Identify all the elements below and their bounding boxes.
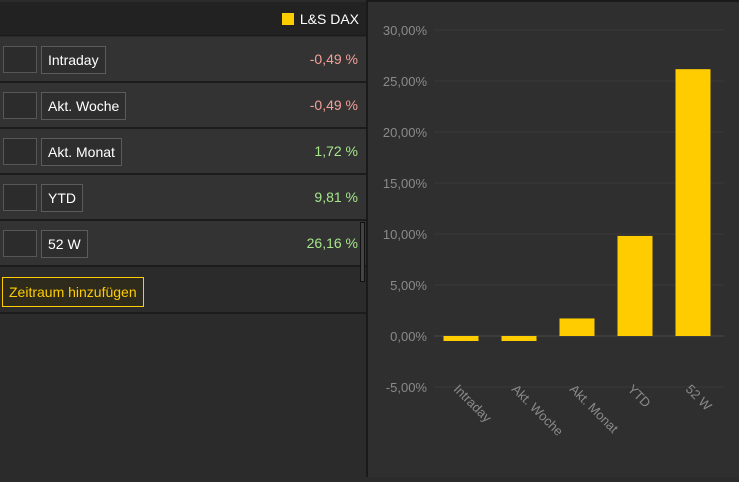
- x-axis: Intraday Akt. Woche Akt. Monat YTD 52 W: [451, 381, 716, 438]
- legend[interactable]: L&S DAX: [281, 11, 359, 27]
- row-checkbox[interactable]: [3, 92, 37, 119]
- panel-divider: [366, 2, 368, 477]
- y-axis: -5,00% 0,00% 5,00% 10,00% 15,00% 20,00% 25,00%…: [383, 23, 428, 395]
- y-tick-label: 15,00%: [383, 176, 428, 191]
- panel-header: L&S DAX: [0, 2, 366, 36]
- scrollbar-thumb[interactable]: [360, 222, 365, 282]
- bar-akt-monat[interactable]: [559, 318, 595, 336]
- y-tick-label: 10,00%: [383, 227, 428, 242]
- legend-label: L&S DAX: [299, 11, 359, 27]
- y-tick-label: 25,00%: [383, 74, 428, 89]
- period-value: 1,72 %: [314, 143, 358, 159]
- performance-panel: L&S DAX Intraday -0,49 % Akt. Woche -0,4…: [0, 0, 366, 477]
- x-tick-label: YTD: [625, 381, 654, 410]
- bar-52-w[interactable]: [675, 69, 711, 336]
- top-border: [0, 0, 739, 2]
- bars: [443, 69, 711, 341]
- chart-panel: -5,00% 0,00% 5,00% 10,00% 15,00% 20,00% 25,00%…: [368, 2, 739, 477]
- period-row-52w: 52 W 26,16 %: [0, 221, 366, 267]
- period-label[interactable]: 52 W: [41, 230, 88, 258]
- row-checkbox[interactable]: [3, 230, 37, 257]
- row-checkbox[interactable]: [3, 138, 37, 165]
- y-tick-label: 5,00%: [390, 278, 427, 293]
- add-period-row: Zeitraum hinzufügen: [0, 268, 366, 314]
- period-row-akt-woche: Akt. Woche -0,49 %: [0, 83, 366, 129]
- y-tick-label: 0,00%: [390, 329, 427, 344]
- period-value: 9,81 %: [314, 189, 358, 205]
- bar-ytd[interactable]: [617, 235, 653, 336]
- y-tick-label: 30,00%: [383, 23, 428, 38]
- x-tick-label: Akt. Woche: [509, 381, 566, 438]
- bar-akt-woche[interactable]: [501, 336, 537, 341]
- period-label[interactable]: Akt. Monat: [41, 138, 122, 166]
- y-tick-label: -5,00%: [386, 380, 428, 395]
- period-label[interactable]: YTD: [41, 184, 83, 212]
- bar-chart: -5,00% 0,00% 5,00% 10,00% 15,00% 20,00% 25,00%…: [383, 23, 724, 439]
- y-tick-label: 20,00%: [383, 125, 428, 140]
- period-label[interactable]: Akt. Woche: [41, 92, 127, 120]
- period-value: -0,49 %: [309, 51, 358, 67]
- row-checkbox[interactable]: [3, 184, 37, 211]
- x-tick-label: Intraday: [451, 381, 495, 425]
- period-value: -0,49 %: [309, 97, 358, 113]
- x-tick-label: Akt. Monat: [567, 381, 622, 436]
- legend-swatch: [281, 13, 294, 25]
- period-row-intraday: Intraday -0,49 %: [0, 37, 366, 83]
- period-value: 26,16 %: [306, 235, 358, 251]
- period-row-ytd: YTD 9,81 %: [0, 175, 366, 221]
- bar-intraday[interactable]: [443, 336, 479, 341]
- row-checkbox[interactable]: [3, 46, 37, 73]
- period-label[interactable]: Intraday: [41, 46, 106, 74]
- x-tick-label: 52 W: [683, 381, 716, 414]
- period-row-akt-monat: Akt. Monat 1,72 %: [0, 129, 366, 175]
- add-period-button[interactable]: Zeitraum hinzufügen: [2, 277, 144, 307]
